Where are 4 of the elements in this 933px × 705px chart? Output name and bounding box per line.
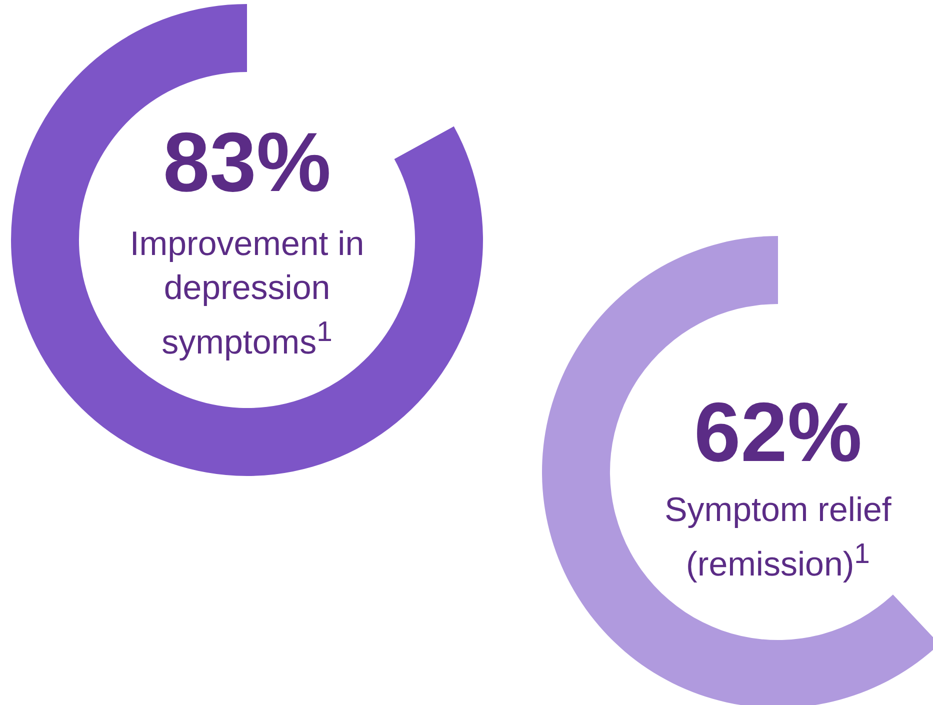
data-label: 62%	[692, 385, 864, 479]
data-label: 83%	[162, 115, 332, 209]
text: Improvement in depression symptoms$^{1}$	[128, 224, 366, 364]
text: Symptom relief (remission)$^{1}$	[664, 490, 892, 586]
